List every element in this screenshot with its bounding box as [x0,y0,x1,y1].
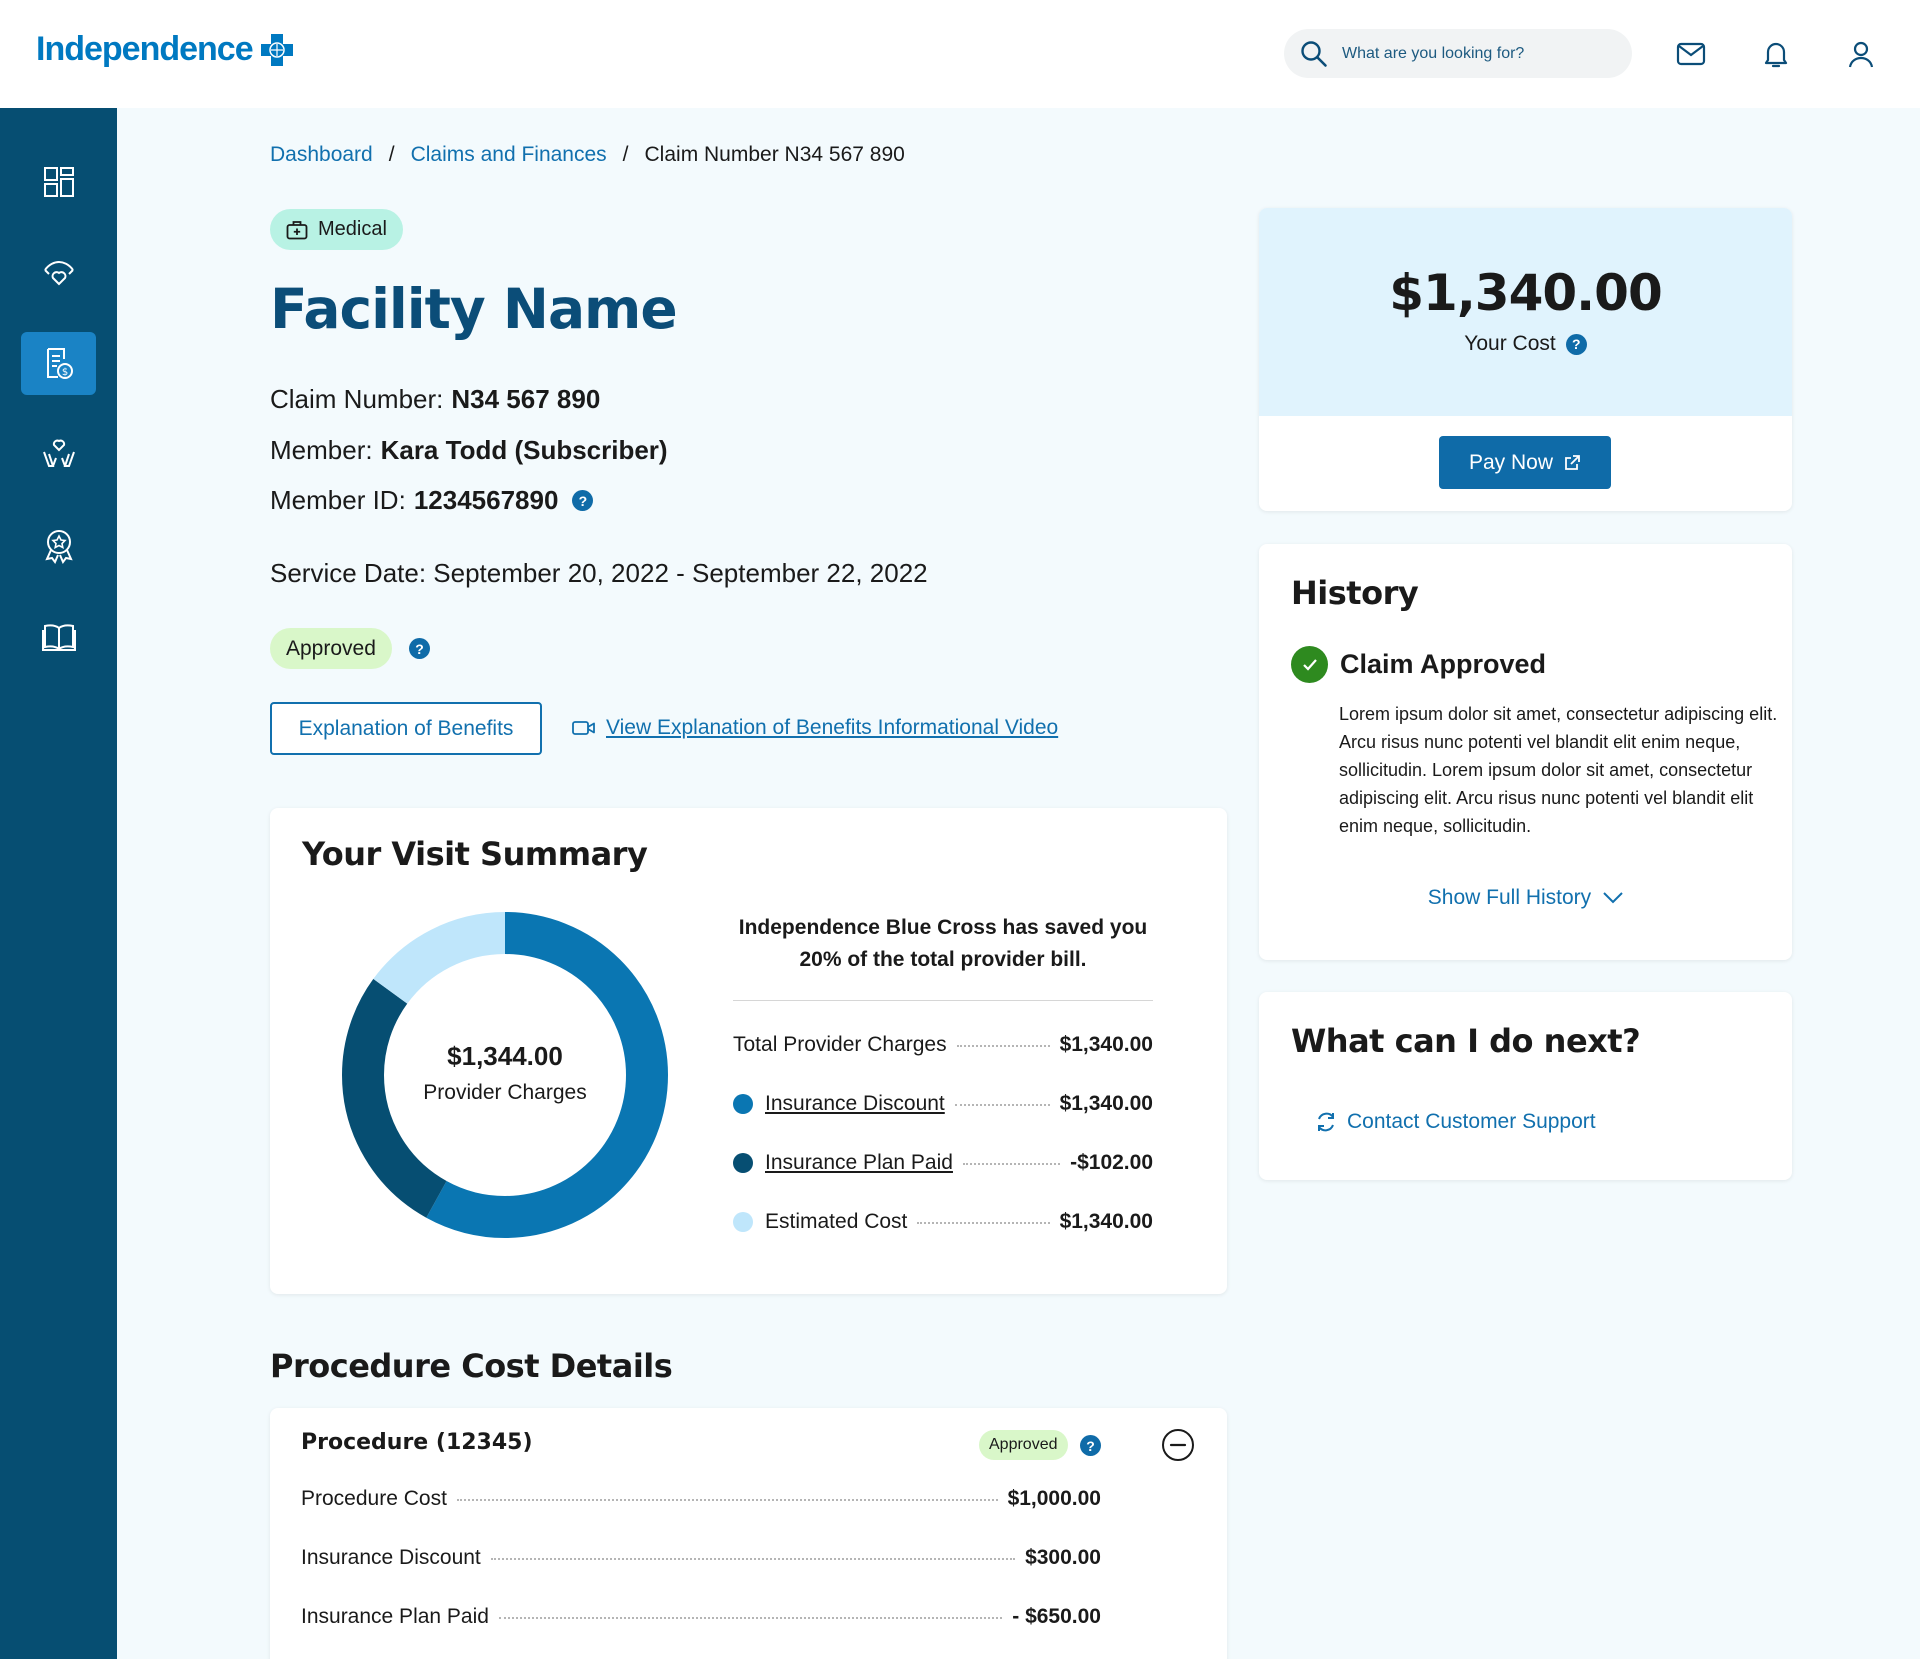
procedure-insurance-plan-paid-row: Insurance Plan Paid - $650.00 [301,1605,1101,1628]
sidebar-item-wellness[interactable] [21,423,96,486]
top-header: Independence [0,0,1920,108]
member-value: Kara Todd (Subscriber) [380,435,668,465]
member-id-value: 1234567890 [413,485,559,515]
independence-logo[interactable]: Independence [36,30,293,69]
breadcrumb: Dashboard / Claims and Finances / Claim … [270,143,905,166]
status-help-icon[interactable]: ? [409,638,430,659]
search-input[interactable] [1342,44,1602,63]
pay-now-button[interactable]: Pay Now [1439,436,1611,489]
claim-number-line: Claim Number: N34 567 890 [270,384,601,414]
legend-dot-insurance-plan-paid [733,1153,753,1173]
svg-text:$: $ [61,367,67,378]
facility-name: Facility Name [270,277,678,341]
video-camera-icon [572,721,595,735]
your-cost-help-icon[interactable]: ? [1565,333,1587,355]
legend-dot-estimated-cost [733,1212,753,1232]
history-title: History [1291,574,1419,612]
divider [733,1000,1153,1001]
external-link-icon [1565,454,1580,470]
open-book-icon [41,623,76,651]
hands-heart-icon [42,439,75,467]
legend-dot-insurance-discount [733,1094,753,1114]
sidebar-item-rewards[interactable] [21,514,96,577]
category-badge: Medical [270,209,403,250]
member-id-line: Member ID: 1234567890 ? [270,485,594,516]
next-steps-title: What can I do next? [1291,1022,1641,1060]
user-profile-icon[interactable] [1845,38,1877,70]
member-id-help-icon[interactable]: ? [572,490,594,511]
logo-text: Independence [36,30,254,68]
support-refresh-icon [1318,1112,1334,1132]
estimated-cost-row: Estimated Cost $1,340.00 [733,1210,1153,1234]
your-cost-label: Your Cost ? [1259,332,1792,356]
dashboard-grid-icon [43,166,74,197]
provider-charges-donut-chart [342,912,668,1238]
next-steps-card: What can I do next? Contact Customer Sup… [1259,992,1792,1180]
breadcrumb-dashboard[interactable]: Dashboard [270,143,373,166]
eob-video-link[interactable]: View Explanation of Benefits Information… [572,716,1058,740]
category-label: Medical [318,218,387,240]
search-icon [1301,40,1327,67]
notification-bell-icon[interactable] [1760,38,1792,70]
breadcrumb-current: Claim Number N34 567 890 [644,143,905,166]
procedure-status-badge: Approved [979,1430,1068,1460]
member-line: Member: Kara Todd (Subscriber) [270,435,668,465]
service-date: Service Date: September 20, 2022 - Septe… [270,558,928,588]
claims-document-icon: $ [46,347,73,379]
contact-customer-support-link[interactable]: Contact Customer Support [1315,1110,1596,1134]
heart-hand-icon [43,260,74,285]
blue-cross-icon [260,33,293,66]
explanation-of-benefits-button[interactable]: Explanation of Benefits [270,702,542,755]
your-cost-card: $1,340.00 Your Cost ? Pay Now [1259,208,1792,511]
medical-kit-icon [286,220,308,239]
claim-status-badge: Approved [270,628,392,669]
donut-center-amount: $1,344.00 [447,1041,563,1071]
mail-icon[interactable] [1675,38,1707,70]
your-cost-amount: $1,340.00 [1389,264,1663,322]
breadcrumb-claims-and-finances[interactable]: Claims and Finances [410,143,607,166]
procedure-cost-details-title: Procedure Cost Details [270,1347,673,1385]
procedure-cost-row: Procedure Cost $1,000.00 [301,1487,1101,1510]
sidebar-nav: $ [0,108,117,1659]
savings-message: Independence Blue Cross has saved you 20… [738,916,1148,971]
insurance-discount-row: Insurance Discount $1,340.00 [733,1092,1153,1116]
total-provider-charges-row: Total Provider Charges $1,340.00 [733,1033,1153,1056]
claim-number-value: N34 567 890 [451,384,601,414]
procedure-help-icon[interactable]: ? [1080,1435,1101,1456]
insurance-plan-paid-link[interactable]: Insurance Plan Paid [765,1151,953,1174]
chevron-down-icon [1603,892,1623,904]
history-card: History Claim Approved Lorem ipsum dolor… [1259,544,1792,960]
sidebar-item-claims[interactable]: $ [21,332,96,395]
insurance-plan-paid-row: Insurance Plan Paid -$102.00 [733,1151,1153,1175]
donut-slice-estimated-cost [342,912,668,1238]
visit-summary-title: Your Visit Summary [302,835,648,873]
donut-center-label: Provider Charges [423,1081,587,1104]
show-full-history-toggle[interactable]: Show Full History [1259,886,1792,910]
insurance-discount-link[interactable]: Insurance Discount [765,1092,945,1115]
history-description: Lorem ipsum dolor sit amet, consectetur … [1339,704,1778,836]
history-status: Claim Approved [1291,646,1546,683]
search-bar[interactable] [1284,29,1632,78]
check-circle-icon [1291,646,1328,683]
collapse-minus-icon[interactable] [1161,1428,1195,1462]
procedure-name: Procedure (12345) [301,1430,533,1455]
donut-slice-insurance-plan-paid [342,912,668,1238]
sidebar-item-dashboard[interactable] [21,150,96,213]
procedure-insurance-discount-row: Insurance Discount $300.00 [301,1546,1101,1569]
sidebar-item-care[interactable] [21,241,96,304]
sidebar-item-resources[interactable] [21,605,96,668]
award-badge-icon [44,529,73,564]
